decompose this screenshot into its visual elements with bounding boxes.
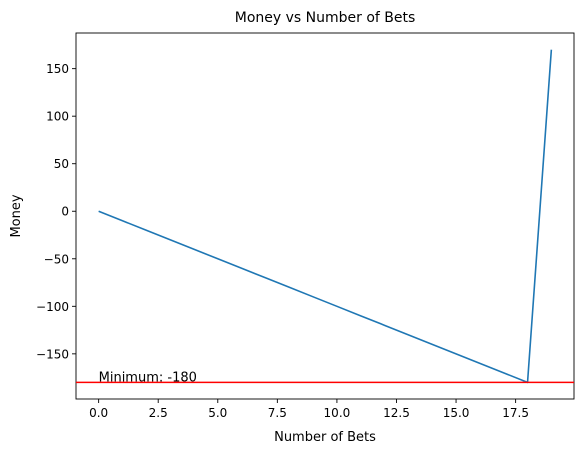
x-tick-label: 0.0 bbox=[89, 406, 108, 420]
y-axis-ticks: 150 100 50 0 −50 −100 −150 bbox=[36, 62, 76, 361]
x-axis-ticks: 0.0 2.5 5.0 7.5 10.0 12.5 15.0 17.5 bbox=[89, 399, 529, 420]
x-tick-label: 5.0 bbox=[208, 406, 227, 420]
plot-frame bbox=[75, 32, 575, 400]
x-tick-label: 7.5 bbox=[268, 406, 287, 420]
x-axis-label: Number of Bets bbox=[274, 430, 376, 445]
plot-area bbox=[75, 32, 575, 400]
y-tick-label: 150 bbox=[46, 62, 69, 76]
series-layer bbox=[98, 49, 553, 384]
y-tick-label: 0 bbox=[61, 205, 69, 219]
y-tick-label: −100 bbox=[36, 300, 69, 314]
y-tick-label: −150 bbox=[36, 347, 69, 361]
chart-title: Money vs Number of Bets bbox=[235, 10, 416, 26]
x-tick-label: 2.5 bbox=[149, 406, 168, 420]
y-tick-label: −50 bbox=[44, 252, 69, 266]
minimum-annotation: Minimum: -180 bbox=[99, 370, 197, 385]
x-tick-label: 17.5 bbox=[502, 406, 529, 420]
x-tick-label: 15.0 bbox=[443, 406, 470, 420]
money-series-line bbox=[98, 49, 553, 384]
x-tick-label: 10.0 bbox=[324, 406, 351, 420]
y-tick-label: 50 bbox=[54, 157, 69, 171]
x-tick-label: 12.5 bbox=[383, 406, 410, 420]
y-tick-label: 100 bbox=[46, 110, 69, 124]
y-axis-label: Money bbox=[9, 194, 24, 237]
